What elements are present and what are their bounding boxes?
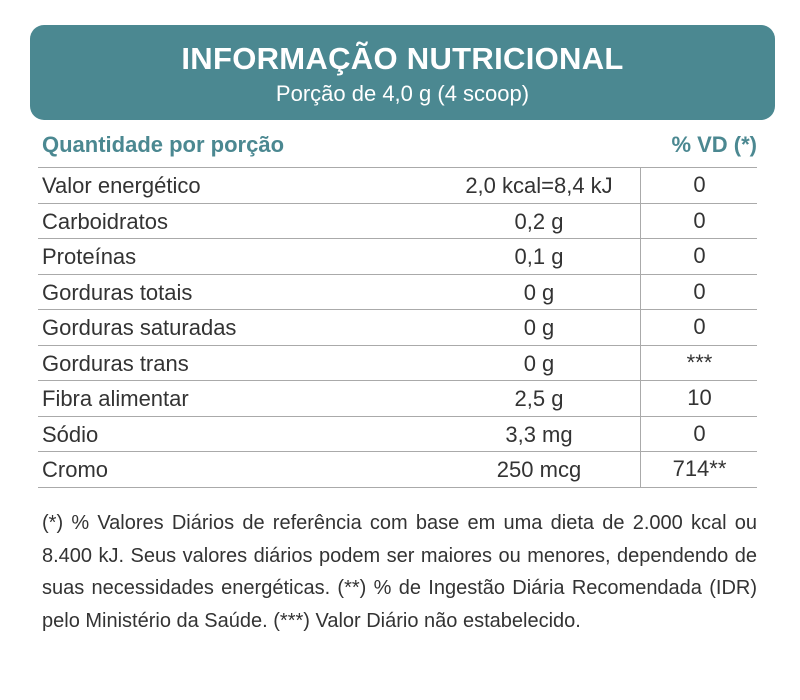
subtitle: Porção de 4,0 g (4 scoop) (275, 81, 530, 106)
table-row: Gorduras saturadas 0 g 0 (38, 310, 757, 346)
nutrient-name: Proteínas (42, 244, 137, 269)
nutrient-name: Cromo (42, 457, 109, 482)
daily-value: 0 (640, 310, 758, 345)
column-label: % VD (*) (671, 132, 757, 157)
amount: 250 mcg (496, 457, 582, 482)
amount: 0,1 g (514, 244, 564, 269)
table-row: Sódio 3,3 mg 0 (38, 416, 758, 452)
table-row: Gorduras trans 0 g *** (38, 345, 758, 381)
table-row: Carboidratos 0,2 g 0 (38, 203, 758, 239)
nutrient-name: Carboidratos (42, 208, 168, 234)
table-row: Cromo 250 mcg 714** (38, 452, 757, 488)
daily-value: 0 (640, 239, 758, 274)
nutrient-name: Fibra alimentar (42, 386, 189, 411)
title: INFORMAÇÃO NUTRICIONAL (181, 41, 624, 76)
table-row: Gorduras totais 0 g 0 (38, 274, 758, 310)
nutrient-name: Gorduras saturadas (42, 315, 237, 340)
column-header: Quantidade por porção % VD (*) (42, 128, 757, 162)
daily-value: 0 (640, 416, 758, 451)
daily-value: 714** (640, 452, 758, 487)
amount: 0 g (523, 279, 555, 305)
amount: 0,2 g (514, 208, 564, 234)
table-row: Proteínas 0,1 g 0 (38, 239, 757, 275)
amount: 2,5 g (514, 386, 564, 411)
amount: 0 g (523, 315, 555, 340)
table-row: Valor energético 2,0 kcal=8,4 kJ 0 (38, 168, 757, 204)
nutrient-name: Gorduras totais (42, 279, 193, 305)
header: INFORMAÇÃO NUTRICIONAL Porção de 4,0 g (… (30, 25, 775, 120)
amount: 3,3 mg (505, 421, 573, 447)
footnote: (*) % Valores Diários de referência com … (42, 512, 757, 632)
nutrient-name: Gorduras trans (42, 350, 189, 376)
daily-value: 0 (640, 168, 758, 203)
amount: 2,0 kcal=8,4 kJ (465, 173, 613, 198)
amount: 0 g (523, 350, 555, 376)
daily-value: *** (640, 345, 758, 380)
nutrient-name: Valor energético (42, 173, 201, 198)
nutrient-name: Sódio (42, 421, 99, 447)
daily-value: 0 (640, 203, 758, 238)
column-label: Quantidade por porção (42, 132, 285, 157)
table-row: Fibra alimentar 2,5 g 10 (38, 381, 757, 417)
table: Valor energético 2,0 kcal=8,4 kJ 0 Carboidr… (38, 167, 757, 488)
daily-value: 10 (640, 381, 758, 416)
daily-value: 0 (640, 274, 758, 309)
